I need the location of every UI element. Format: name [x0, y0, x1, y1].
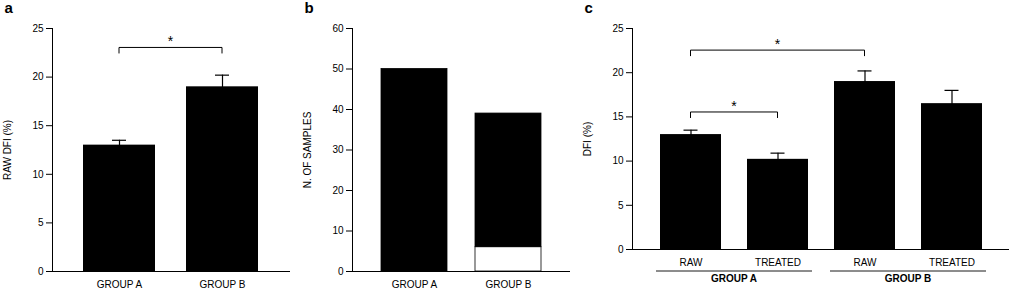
svg-text:GROUP A: GROUP A: [392, 279, 438, 290]
svg-text:*: *: [168, 33, 174, 49]
svg-text:RAW DFI (%): RAW DFI (%): [2, 120, 13, 180]
svg-text:RAW: RAW: [680, 257, 704, 268]
svg-text:GROUP B: GROUP B: [200, 279, 246, 290]
svg-text:20: 20: [32, 71, 44, 82]
svg-text:15: 15: [612, 111, 624, 122]
svg-text:c: c: [585, 0, 593, 16]
svg-text:0: 0: [338, 266, 344, 277]
svg-text:DFI (%): DFI (%): [582, 122, 593, 156]
svg-text:5: 5: [38, 217, 44, 228]
svg-text:20: 20: [612, 67, 624, 78]
svg-text:GROUP A: GROUP A: [97, 279, 143, 290]
svg-text:GROUP A: GROUP A: [711, 273, 757, 284]
svg-text:0: 0: [38, 266, 44, 277]
svg-text:GROUP B: GROUP B: [885, 273, 932, 284]
svg-text:TREATED: TREATED: [929, 257, 975, 268]
svg-text:10: 10: [32, 169, 44, 180]
svg-text:40: 40: [332, 104, 344, 115]
svg-text:25: 25: [32, 23, 44, 34]
svg-text:5: 5: [618, 200, 624, 211]
svg-text:10: 10: [332, 225, 344, 236]
svg-text:*: *: [775, 36, 781, 52]
svg-text:*: *: [731, 98, 737, 114]
svg-text:20: 20: [332, 185, 344, 196]
svg-text:60: 60: [332, 23, 344, 34]
svg-text:0: 0: [618, 244, 624, 255]
svg-text:25: 25: [612, 23, 624, 34]
svg-text:10: 10: [612, 155, 624, 166]
svg-text:30: 30: [332, 144, 344, 155]
svg-text:15: 15: [32, 120, 44, 131]
svg-text:RAW: RAW: [854, 257, 878, 268]
svg-text:TREATED: TREATED: [755, 257, 801, 268]
svg-text:N. OF SAMPLES: N. OF SAMPLES: [302, 111, 313, 188]
svg-text:b: b: [305, 0, 314, 16]
svg-text:GROUP B: GROUP B: [486, 279, 532, 290]
svg-text:50: 50: [332, 63, 344, 74]
svg-text:a: a: [5, 0, 14, 16]
